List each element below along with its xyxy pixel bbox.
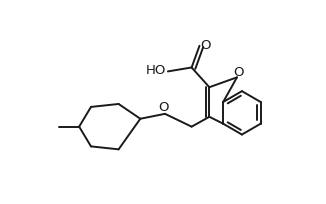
Text: O: O bbox=[200, 39, 211, 52]
Text: O: O bbox=[159, 101, 169, 114]
Text: O: O bbox=[234, 66, 244, 79]
Text: HO: HO bbox=[146, 64, 166, 76]
